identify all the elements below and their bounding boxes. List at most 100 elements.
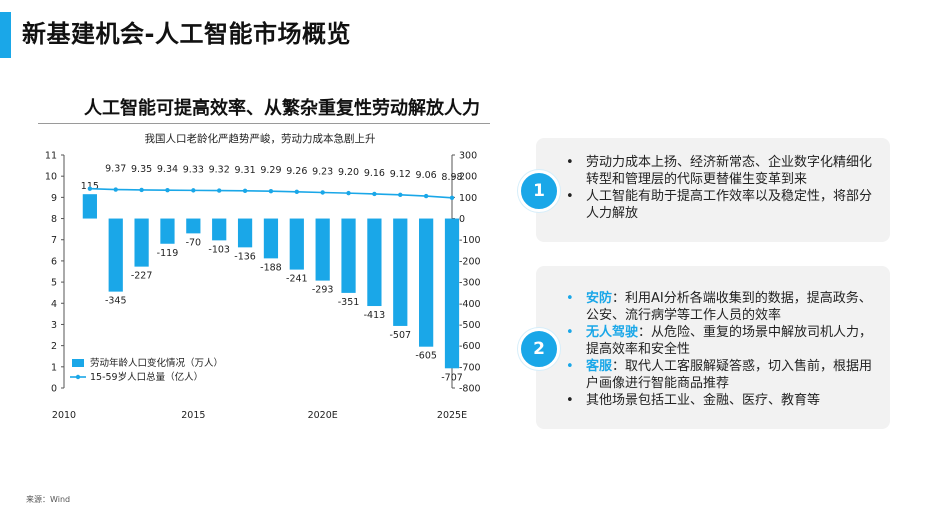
bar-labor-change xyxy=(367,218,382,307)
right-axis-tick-label: 0 xyxy=(459,214,465,225)
left-axis-tick-label: 10 xyxy=(45,172,57,183)
line-data-label: 9.32 xyxy=(209,165,230,176)
x-axis-tick-label: 2025E xyxy=(437,410,467,421)
bullet-text: ：利用AI分析各端收集到的数据，提高政务、公安、流行病学等工作人员的效率 xyxy=(586,291,872,323)
bar-data-label: -351 xyxy=(338,297,360,308)
left-axis-tick-label: 0 xyxy=(51,384,57,395)
x-axis-tick-label: 2015 xyxy=(181,410,205,421)
bar-labor-change xyxy=(186,218,201,234)
x-axis-tick-label: 2010 xyxy=(52,410,76,421)
chart-canvas: 我国人口老龄化严趋势严峻，劳动力成本急剧上升 0 1 2 3 4 5 6 7 8 9 10 11 300… xyxy=(45,132,481,421)
right-axis-tick-label: -600 xyxy=(459,341,481,352)
legend-label-line: 15-59岁人口总量（亿人） xyxy=(90,371,203,383)
chart-title: 我国人口老龄化严趋势严峻，劳动力成本急剧上升 xyxy=(145,132,376,145)
bullet-text: 人工智能有助于提高工作效率以及稳定性，将部分人力解放 xyxy=(586,189,873,221)
bar-labor-change xyxy=(108,218,123,292)
bar-labor-change xyxy=(419,218,434,347)
bar-data-label: -136 xyxy=(234,251,256,262)
card-bullet-list: 安防：利用AI分析各端收集到的数据，提高政务、公安、流行病学等工作人员的效率 无… xyxy=(564,290,876,409)
line-point xyxy=(398,192,403,198)
line-point xyxy=(449,195,455,200)
right-axis-tick-label: -500 xyxy=(459,320,481,331)
page-title: 新基建机会-人工智能市场概览 xyxy=(22,20,351,48)
line-data-label: 9.34 xyxy=(157,164,178,175)
right-axis-tick-label: -700 xyxy=(459,362,481,373)
legend-swatch-bar xyxy=(72,359,84,367)
legend-swatch-point xyxy=(75,374,81,380)
bullet-item-autonomous-driving: 无人驾驶：从危险、重复的场景中解放司机人力，提高效率和安全性 xyxy=(564,324,876,358)
bar-data-label: -70 xyxy=(186,237,202,248)
left-axis-tick-label: 3 xyxy=(51,320,57,331)
line-point xyxy=(165,187,170,193)
right-axis-tick-label: -800 xyxy=(459,384,481,395)
bar-data-label: -605 xyxy=(415,351,437,362)
line-data-label: 9.29 xyxy=(260,165,281,176)
legend-label-bar: 劳动年龄人口变化情况（万人） xyxy=(90,357,223,369)
left-axis-tick-label: 4 xyxy=(51,299,57,310)
section-title: 人工智能可提高效率、从繁杂重复性劳动解放人力 xyxy=(84,98,480,119)
right-axis-tick-label: -100 xyxy=(459,235,481,246)
bullet-item-security: 安防：利用AI分析各端收集到的数据，提高政务、公安、流行病学等工作人员的效率 xyxy=(564,290,876,324)
title-accent-bar xyxy=(0,12,11,58)
bar-labor-change xyxy=(160,218,175,244)
left-axis-tick-label: 2 xyxy=(51,341,57,352)
line-data-label: 9.35 xyxy=(131,164,152,175)
line-data-label: 9.33 xyxy=(183,164,204,175)
bullet-text: 其他场景包括工业、金融、医疗、教育等 xyxy=(586,393,821,408)
bar-labor-change xyxy=(444,218,460,369)
line-point xyxy=(372,191,377,197)
bar-data-label: -413 xyxy=(364,310,386,321)
left-axis-tick-label: 11 xyxy=(45,151,57,162)
bullet-item-customer-service: 客服：取代人工客服解疑答惑，切入售前，根据用户画像进行智能商品推荐 xyxy=(564,358,876,392)
bar-labor-change xyxy=(263,218,279,259)
line-point xyxy=(294,189,299,195)
bullet-item: 劳动力成本上扬、经济新常态、企业数字化精细化转型和管理层的代际更替催生变革到来 xyxy=(564,154,876,188)
bar-data-label: -345 xyxy=(105,296,127,307)
line-point xyxy=(87,186,93,191)
line-data-label: 9.23 xyxy=(312,166,333,177)
bar-labor-change xyxy=(237,218,253,248)
right-axis-tick-label: -400 xyxy=(459,299,481,310)
bullet-text: ：从危险、重复的场景中解放司机人力，提高效率和安全性 xyxy=(586,325,873,357)
bullet-keyword: 安防 xyxy=(586,291,613,306)
bullet-text: 劳动力成本上扬、经济新常态、企业数字化精细化转型和管理层的代际更替催生变革到来 xyxy=(586,155,873,187)
left-axis-tick-label: 7 xyxy=(51,235,57,246)
left-axis-tick-label: 9 xyxy=(51,193,57,204)
left-axis-tick-label: 1 xyxy=(51,362,57,373)
bar-data-label: -507 xyxy=(389,330,411,341)
right-axis-tick-label: 100 xyxy=(459,193,477,204)
bar-data-label: -241 xyxy=(286,274,308,285)
right-axis-tick-label: 300 xyxy=(459,151,477,162)
right-axis-tick-label: 200 xyxy=(459,172,477,183)
card-number-badge: 1 xyxy=(518,170,560,212)
bar-data-label: -707 xyxy=(441,372,463,383)
bar-labor-change xyxy=(341,218,356,293)
info-card-1: 1 劳动力成本上扬、经济新常态、企业数字化精细化转型和管理层的代际更替催生变革到… xyxy=(518,138,890,242)
bar-data-label: -119 xyxy=(157,248,179,259)
line-point xyxy=(139,187,144,193)
bullet-keyword: 无人驾驶 xyxy=(586,325,639,340)
line-data-label: 9.31 xyxy=(234,165,255,176)
line-data-label: 9.12 xyxy=(390,169,411,180)
bar-labor-change xyxy=(289,218,304,270)
left-axis-tick-label: 5 xyxy=(51,278,57,289)
line-point xyxy=(346,190,351,196)
line-point xyxy=(217,188,222,193)
line-data-label: 9.26 xyxy=(286,166,307,177)
labor-chart: 我国人口老龄化严趋势严峻，劳动力成本急剧上升 0 1 2 3 4 5 6 7 8 9 10 11 300… xyxy=(20,128,500,428)
line-data-label: 9.16 xyxy=(364,168,385,179)
line-data-label: 9.37 xyxy=(105,164,126,175)
bar-data-label: -188 xyxy=(260,262,282,273)
bullet-text: ：取代人工客服解疑答惑，切入售前，根据用户画像进行智能商品推荐 xyxy=(586,359,873,391)
line-data-label: 8.98 xyxy=(441,172,462,183)
bar-data-label: -293 xyxy=(312,285,334,296)
bar-data-label: -227 xyxy=(131,271,153,282)
left-axis-tick-label: 8 xyxy=(51,214,57,225)
bar-data-label: -103 xyxy=(208,244,230,255)
bar-labor-change xyxy=(315,218,330,281)
card-bullet-list: 劳动力成本上扬、经济新常态、企业数字化精细化转型和管理层的代际更替催生变革到来 … xyxy=(564,154,876,222)
line-data-label: 9.06 xyxy=(416,170,437,181)
line-data-label: 9.20 xyxy=(338,167,359,178)
right-axis-tick-label: -300 xyxy=(459,278,481,289)
right-axis-tick-label: -200 xyxy=(459,256,481,267)
